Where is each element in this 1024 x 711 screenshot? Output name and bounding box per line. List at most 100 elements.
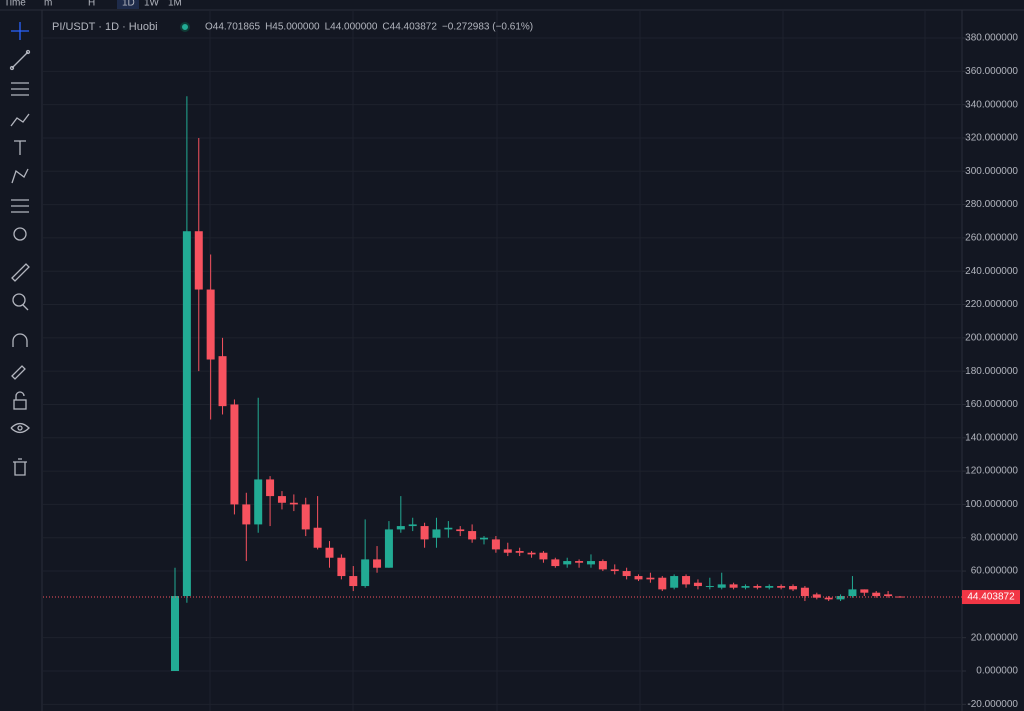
y-tick-label: 20.000000 [971, 632, 1019, 643]
candle-body [551, 559, 560, 567]
legend-value: 44.000000 [330, 22, 378, 33]
tool-icons[interactable] [9, 22, 31, 476]
candle-body [420, 526, 429, 540]
y-tick-label: 100.000000 [965, 499, 1018, 510]
candle-body [610, 569, 619, 572]
y-tick-label: 380.000000 [965, 33, 1018, 44]
candle-body [860, 589, 869, 593]
toolbar-item: H [88, 0, 95, 9]
legend-label: L [325, 22, 331, 33]
candle-body [586, 561, 595, 565]
candle-body [515, 551, 524, 553]
candle-body [824, 597, 833, 600]
y-tick-label: 140.000000 [965, 432, 1018, 443]
candle-body [527, 552, 536, 555]
candle-body [741, 586, 750, 588]
left-toolbar [9, 10, 43, 711]
top-bar [0, 0, 1024, 11]
y-tick-label: 60.000000 [971, 566, 1019, 577]
last-price-tag [962, 590, 1020, 605]
candle-body [836, 596, 845, 600]
candle-body [384, 529, 393, 568]
candle-body [289, 502, 298, 505]
candle-body [242, 504, 251, 525]
candle-body [753, 586, 762, 588]
candle-body [765, 586, 774, 588]
candle-body [777, 586, 786, 588]
candle-body [337, 557, 346, 577]
y-tick-label: 300.000000 [965, 166, 1018, 177]
candle-body [491, 539, 500, 550]
candle-body [480, 537, 489, 540]
candle-body [717, 584, 726, 588]
vertical-grid [209, 10, 926, 711]
y-tick-label: 120.000000 [965, 466, 1018, 477]
active-interval [117, 0, 139, 9]
candle-body [206, 289, 215, 360]
status-dot [180, 22, 190, 32]
candle-body [468, 531, 477, 540]
y-tick-label: 220.000000 [965, 299, 1018, 310]
candle-body [729, 584, 738, 588]
candle-body [693, 582, 702, 587]
candle-body [789, 586, 798, 590]
candle-body [539, 552, 548, 560]
y-tick-label: 360.000000 [965, 66, 1018, 77]
legend-label: C [382, 22, 389, 33]
candle-body [182, 231, 191, 597]
candle-body [622, 571, 631, 577]
legend-value: 44.403872 [390, 22, 438, 33]
candle-body [705, 586, 714, 588]
candle-body [408, 524, 417, 527]
candle-body [432, 529, 441, 538]
candle-body [230, 404, 239, 505]
candle-body [301, 504, 310, 530]
candle-body [444, 527, 453, 530]
candle-body [872, 592, 881, 597]
candle-body [658, 577, 667, 590]
candle-body [634, 576, 643, 580]
chart-title: PI/USDT · 1D · Huobi [52, 21, 158, 33]
y-tick-label: 0.000000 [976, 666, 1018, 677]
candle-body [598, 561, 607, 570]
candle-body [456, 529, 465, 532]
y-tick-label: 240.000000 [965, 266, 1018, 277]
y-tick-label: 320.000000 [965, 133, 1018, 144]
y-tick-label: 260.000000 [965, 233, 1018, 244]
y-tick-label: 160.000000 [965, 399, 1018, 410]
last-price-label: 44.403872 [967, 592, 1015, 603]
candle-body [254, 479, 263, 525]
candle-body [349, 576, 358, 587]
toolbar-item: 1D [122, 0, 135, 9]
candle-body [277, 496, 286, 503]
legend-label: O [205, 22, 213, 33]
y-tick-label: 200.000000 [965, 332, 1018, 343]
candle-body [361, 559, 370, 587]
y-tick-label: 80.000000 [971, 532, 1019, 543]
candle-body [800, 587, 809, 597]
y-tick-label: 280.000000 [965, 199, 1018, 210]
candle-body [646, 577, 655, 580]
candle-body [325, 547, 334, 558]
candle-body [812, 594, 821, 598]
y-tick-label: 180.000000 [965, 366, 1018, 377]
legend-value: 45.000000 [272, 22, 320, 33]
candle-body [218, 356, 227, 407]
candle-body [313, 527, 322, 548]
candle-body [373, 559, 382, 568]
candle-body [171, 596, 179, 671]
toolbar-item: Time [4, 0, 26, 9]
candle-body [396, 526, 405, 530]
y-tick-label: -20.000000 [967, 699, 1018, 710]
legend-value: 44.701865 [213, 22, 261, 33]
candle-body [848, 589, 857, 597]
candle-body [895, 596, 904, 598]
y-tick-label: 340.000000 [965, 99, 1018, 110]
candle-body [884, 594, 893, 597]
candle-body [194, 231, 203, 290]
candle-body [503, 549, 512, 553]
candle-body [670, 576, 679, 588]
